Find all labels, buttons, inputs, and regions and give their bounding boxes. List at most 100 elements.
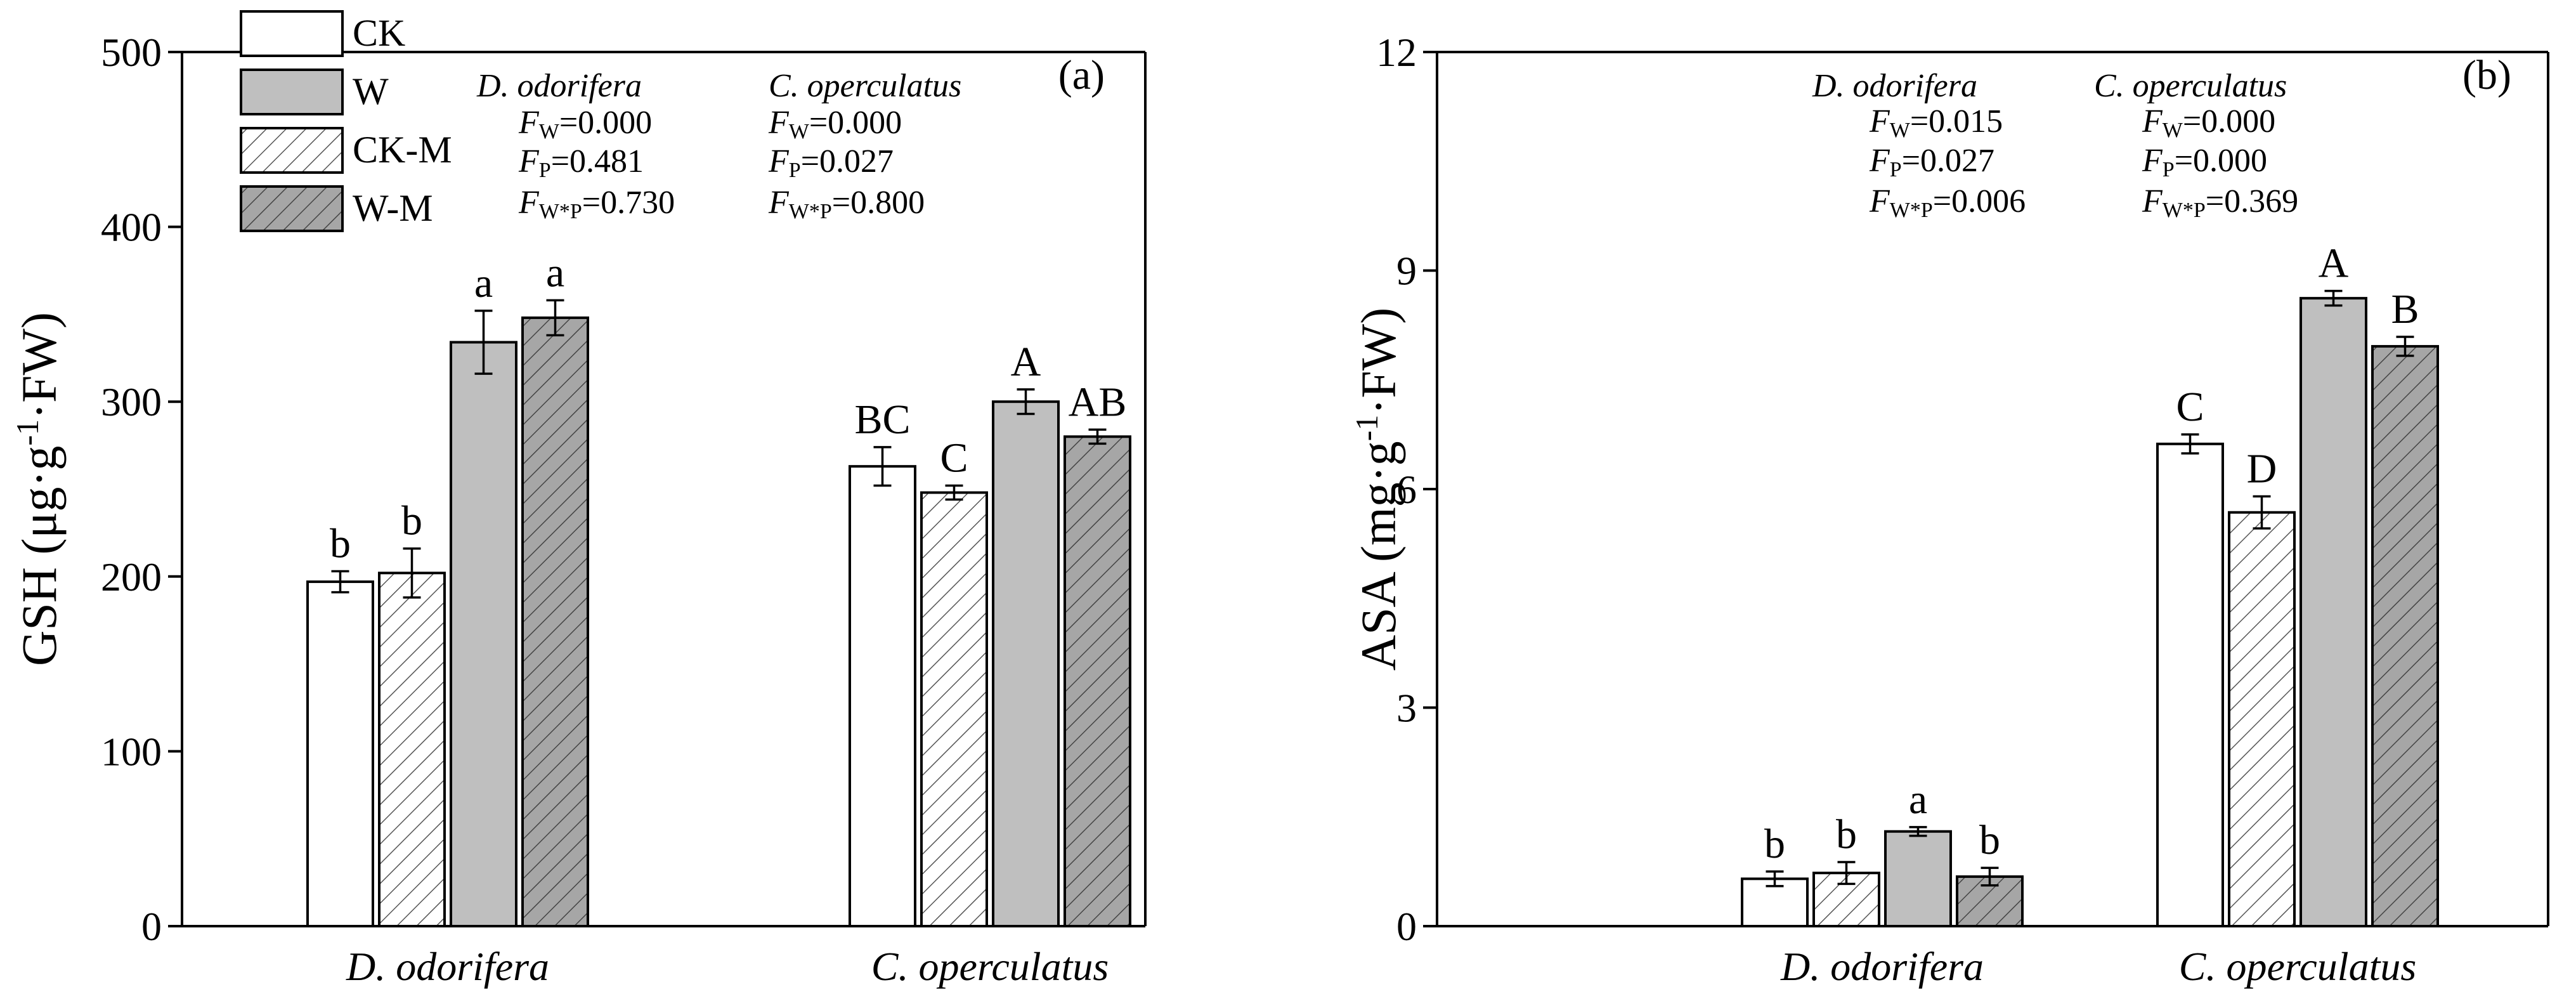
panel-a-y-axis-title-sup: -1: [10, 419, 45, 446]
panel-b-significance-letter: b: [1764, 821, 1785, 867]
panel-b-stats-line: FP=0.027: [1869, 143, 1994, 181]
panel-b-stats-symbol: F: [2142, 103, 2163, 140]
panel-a-y-tick-label: 500: [101, 30, 162, 75]
panel-a-stats-line: FW*P=0.800: [768, 185, 925, 223]
panel-a-significance-letter: b: [401, 498, 422, 544]
panel-a-stats-subscript: W*P: [789, 200, 832, 223]
panel-a-stats-symbol: F: [518, 105, 540, 141]
panel-a-significance-letter: a: [474, 260, 493, 306]
panel-b-stats-symbol: F: [1869, 143, 1890, 179]
panel-b-x-category-label: C. operculatus: [2179, 944, 2417, 989]
panel-b-stats-subscript: P: [1890, 158, 1902, 181]
panel-a-y-tick-label: 100: [101, 729, 162, 774]
panel-a-stats-subscript: W: [789, 120, 810, 143]
panel-a-y-axis-title: GSH (μg·g-1·FW): [10, 312, 67, 666]
panel-a-bar: [849, 465, 916, 927]
panel-b-stats-species-heading: C. operculatus: [2094, 68, 2287, 104]
panel-b-stats-species-heading: D. odorifera: [1812, 68, 1977, 104]
panel-b-asa-chart: 0 3 6 9 12 ASA (mg·g-1·FW) (b) b b a b D. odorifera…: [1349, 30, 2549, 989]
panel-a-bar: [920, 491, 988, 927]
panel-a-y-axis-title-tail: ·FW): [11, 312, 67, 419]
panel-b-y-axis-title: ASA (mg·g-1·FW): [1349, 308, 1406, 671]
panel-b-x-category-label: D. odorifera: [1780, 944, 1984, 989]
panel-b-stats-line: FW*P=0.006: [1869, 183, 2026, 222]
panel-a-stats-line: FP=0.027: [768, 143, 894, 182]
panel-b-stats-value: =0.027: [1902, 143, 1994, 179]
panel-b-significance-letter: a: [1909, 776, 1927, 823]
panel-a-bar: [992, 400, 1060, 927]
legend-label-ckm: CK-M: [353, 129, 452, 171]
panel-a-stats-value: =0.000: [559, 105, 652, 141]
legend-swatch-w: [240, 69, 344, 115]
panel-b-stats-subscript: W*P: [1890, 199, 1933, 222]
legend-swatch-wm: [240, 185, 344, 232]
panel-a-stats-value: =0.730: [582, 185, 675, 221]
panel-a-stats-subscript: P: [539, 159, 551, 182]
legend-label-ck: CK: [353, 12, 405, 54]
panel-a-stats-value: =0.800: [832, 185, 925, 221]
panel-a-stats-symbol: F: [518, 185, 540, 221]
panel-a-significance-letter: A: [1011, 339, 1041, 385]
panel-a-stats-line: FP=0.481: [518, 143, 644, 182]
panel-a-stats-subscript: W*P: [539, 200, 582, 223]
panel-b-stats-value: =0.015: [1910, 103, 2003, 140]
panel-a-gsh-chart: 0 100 200 300 400 500 GSH (μg·g-1·FW) (a) b b a a D.…: [10, 30, 1147, 989]
panel-b-bar: [1884, 830, 1952, 928]
legend: CK W CK-M W-M: [240, 10, 452, 232]
panel-a-stats-value: =0.027: [801, 143, 894, 180]
panel-a-stats-line: FW=0.000: [518, 105, 652, 143]
panel-a-stats-symbol: F: [768, 143, 790, 180]
panel-a-stats-symbol: F: [768, 185, 790, 221]
panel-b-y-tick-label: 9: [1396, 249, 1417, 294]
panel-a-bar: [450, 341, 517, 927]
panel-b-stats-line: FW=0.015: [1869, 103, 2003, 142]
panel-b-stats-value: =0.000: [2183, 103, 2275, 140]
panel-a-stats-species-heading: C. operculatus: [769, 68, 961, 104]
legend-swatch-ckm: [240, 127, 344, 174]
panel-a-panel-label: (a): [1058, 52, 1105, 98]
panel-b-stats-symbol: F: [2142, 143, 2163, 179]
panel-b-stats-symbol: F: [1869, 183, 1890, 219]
panel-b-bar: [2156, 442, 2224, 927]
panel-b-bar: [2300, 297, 2367, 927]
panel-b-stats-value: =0.369: [2206, 183, 2298, 219]
panel-b-stats-symbol: F: [2142, 183, 2163, 219]
panel-a-stats-symbol: F: [768, 105, 790, 141]
panel-b-y-axis-title-main: ASA (mg·g: [1351, 441, 1406, 671]
panel-b-y-tick-label: 6: [1396, 467, 1417, 512]
panel-a-y-tick-label: 200: [101, 554, 162, 599]
panel-a-y-tick-label: 0: [141, 904, 162, 949]
panel-a-y-axis-title-main: GSH (μg·g: [11, 446, 67, 666]
panel-a-bar: [306, 580, 374, 927]
panel-b-stats-subscript: W*P: [2163, 199, 2206, 222]
panel-b-y-tick-label: 12: [1376, 30, 1417, 75]
panel-a-significance-letter: a: [546, 249, 564, 296]
panel-a-bar: [1064, 435, 1131, 927]
panel-a-significance-letter: BC: [854, 396, 910, 443]
panel-a-significance-letter: C: [940, 435, 968, 481]
legend-swatch-ck: [240, 10, 344, 57]
panel-b-panel-label: (b): [2462, 52, 2511, 98]
panel-a-significance-letter: b: [330, 521, 351, 567]
panel-b-stats-symbol: F: [1869, 103, 1890, 140]
legend-label-w: W: [353, 70, 389, 112]
panel-a-bar: [521, 316, 589, 927]
panel-a-stats-species-heading: D. odorifera: [476, 68, 642, 104]
panel-b-stats-subscript: W: [2163, 119, 2183, 142]
panel-b-stats-line: FW*P=0.369: [2142, 183, 2298, 222]
panel-b-stats-value: =0.000: [2175, 143, 2267, 179]
panel-b-stats-subscript: P: [2163, 158, 2175, 181]
panel-b-significance-letter: b: [1836, 811, 1857, 858]
panel-b-stats-line: FW=0.000: [2142, 103, 2275, 142]
panel-a-stats-subscript: W: [539, 120, 560, 143]
panel-b-y-axis-title-tail: ·FW): [1351, 308, 1406, 415]
panel-b-significance-letter: A: [2319, 240, 2349, 287]
panel-a-significance-letter: AB: [1069, 379, 1127, 425]
panel-a-stats-line: FW=0.000: [768, 105, 902, 143]
panel-b-stats-value: =0.006: [1933, 183, 2026, 219]
panel-a-stats-symbol: F: [518, 143, 540, 180]
panel-b-stats-line: FP=0.000: [2142, 143, 2267, 181]
panel-a-stats-line: FW*P=0.730: [518, 185, 675, 223]
panel-a-bar: [378, 572, 446, 927]
